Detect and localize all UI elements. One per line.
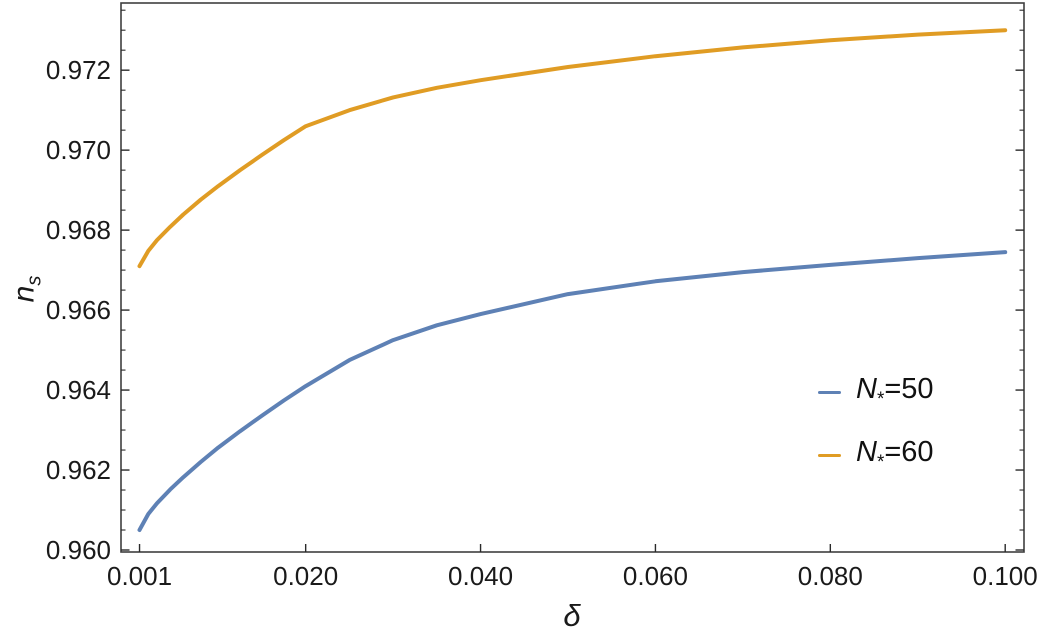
legend-label-n60: N*=60 [856, 436, 934, 474]
curve-n50 [137, 250, 1008, 532]
y-axis-label: ns [8, 276, 47, 303]
legend-label-n50: N*=50 [856, 373, 934, 411]
y-tick-label: 0.970 [46, 135, 111, 165]
y-tick-label: 0.960 [46, 535, 111, 565]
x-tick-label: 0.040 [448, 561, 513, 591]
x-tick-label: 0.020 [273, 561, 338, 591]
y-axis-label-subscript: s [23, 275, 46, 286]
y-tick-label: 0.966 [46, 295, 111, 325]
plot-frame [120, 2, 1025, 553]
y-tick-label: 0.968 [46, 215, 111, 245]
legend-value: =60 [884, 436, 934, 469]
legend-value: =50 [884, 373, 934, 406]
legend-subscript: * [876, 451, 885, 473]
y-tick-label: 0.964 [46, 375, 111, 405]
x-tick-label: 0.080 [798, 561, 863, 591]
y-tick-label: 0.962 [46, 455, 111, 485]
y-axis-label-symbol: n [7, 285, 41, 303]
x-tick-label: 0.100 [973, 561, 1038, 591]
curve-n60 [137, 28, 1008, 269]
legend-item-n50: N*=50 [818, 370, 934, 414]
legend-line-swatch-n50 [818, 390, 841, 394]
y-tick-label: 0.972 [46, 55, 111, 85]
legend-subscript: * [876, 388, 885, 410]
legend-symbol: N [856, 373, 877, 406]
x-axis-label: δ [563, 598, 581, 633]
x-tick-label: 0.001 [107, 561, 172, 591]
legend-line-swatch-n60 [818, 453, 841, 457]
x-tick-label: 0.060 [623, 561, 688, 591]
legend-item-n60: N*=60 [818, 433, 934, 477]
legend: N*=50 N*=60 [818, 370, 934, 477]
legend-symbol: N [856, 436, 877, 469]
